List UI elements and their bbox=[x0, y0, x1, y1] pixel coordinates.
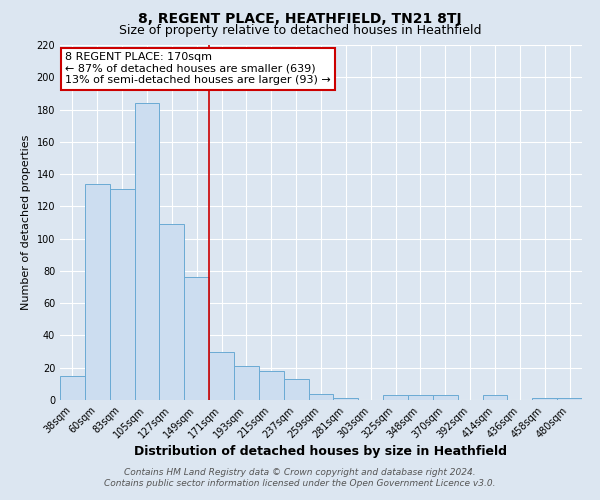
Bar bbox=[110, 188, 134, 400]
Bar bbox=[234, 366, 259, 400]
Bar bbox=[532, 398, 557, 400]
Bar bbox=[408, 395, 433, 400]
Y-axis label: Number of detached properties: Number of detached properties bbox=[21, 135, 31, 310]
X-axis label: Distribution of detached houses by size in Heathfield: Distribution of detached houses by size … bbox=[134, 446, 508, 458]
Bar bbox=[433, 395, 458, 400]
Bar bbox=[557, 398, 582, 400]
Bar bbox=[85, 184, 110, 400]
Bar bbox=[160, 224, 184, 400]
Bar bbox=[308, 394, 334, 400]
Bar bbox=[259, 371, 284, 400]
Text: Contains HM Land Registry data © Crown copyright and database right 2024.
Contai: Contains HM Land Registry data © Crown c… bbox=[104, 468, 496, 487]
Bar bbox=[284, 379, 308, 400]
Bar bbox=[209, 352, 234, 400]
Text: 8, REGENT PLACE, HEATHFIELD, TN21 8TJ: 8, REGENT PLACE, HEATHFIELD, TN21 8TJ bbox=[138, 12, 462, 26]
Bar bbox=[134, 103, 160, 400]
Bar bbox=[334, 398, 358, 400]
Bar bbox=[482, 395, 508, 400]
Bar bbox=[184, 278, 209, 400]
Text: 8 REGENT PLACE: 170sqm
← 87% of detached houses are smaller (639)
13% of semi-de: 8 REGENT PLACE: 170sqm ← 87% of detached… bbox=[65, 52, 331, 86]
Text: Size of property relative to detached houses in Heathfield: Size of property relative to detached ho… bbox=[119, 24, 481, 37]
Bar bbox=[60, 376, 85, 400]
Bar bbox=[383, 395, 408, 400]
